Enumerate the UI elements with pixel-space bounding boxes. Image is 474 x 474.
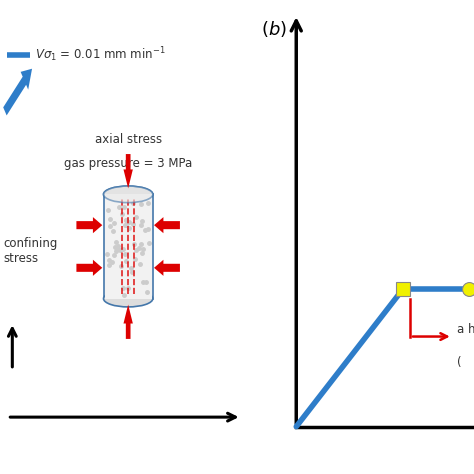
Text: axial stress: axial stress [95,133,162,146]
Text: $V\sigma_1$ = 0.01 mm min$^{-1}$: $V\sigma_1$ = 0.01 mm min$^{-1}$ [35,45,165,64]
Text: $(b)$: $(b)$ [261,19,287,39]
FancyArrow shape [154,260,180,276]
Ellipse shape [103,290,153,307]
Text: a hyd: a hyd [457,323,474,336]
FancyArrow shape [154,217,180,233]
Ellipse shape [103,186,153,203]
Text: gas pressure = 3 MPa: gas pressure = 3 MPa [64,157,192,170]
Text: (: ( [457,356,462,369]
Polygon shape [3,69,32,116]
FancyArrow shape [76,217,102,233]
Bar [105,194,152,299]
FancyArrow shape [76,260,102,276]
FancyArrow shape [124,305,133,339]
Text: confining
stress: confining stress [4,237,58,265]
Bar [103,194,153,299]
Ellipse shape [103,186,153,203]
FancyArrow shape [124,154,133,188]
